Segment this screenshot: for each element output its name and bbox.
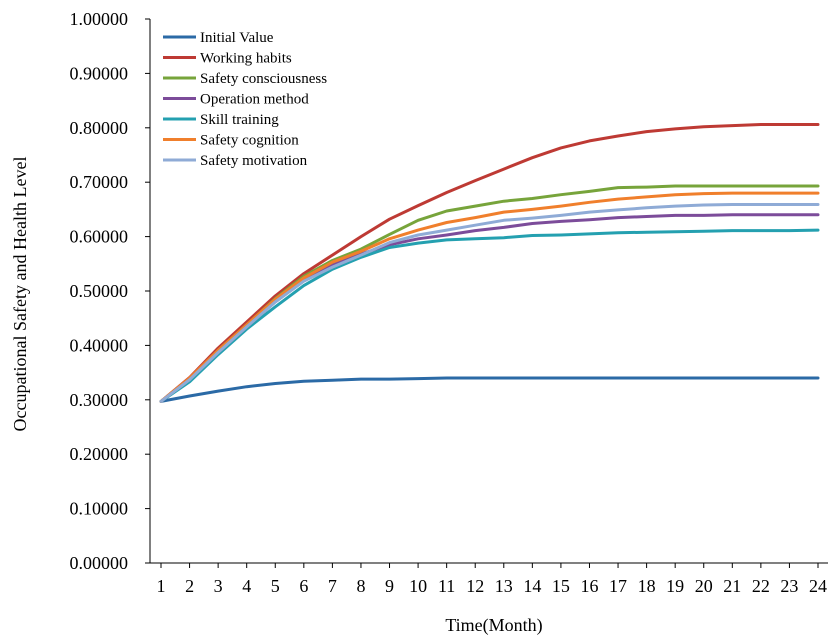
- x-tick-label: 16: [580, 576, 598, 596]
- series-line-safety-motivation: [159, 203, 820, 403]
- legend-label: Safety consciousness: [200, 71, 327, 87]
- x-tick-label: 22: [752, 576, 770, 596]
- series-line-safety-consciousness: [159, 184, 820, 403]
- x-tick-label: 7: [328, 576, 337, 596]
- x-tick-label: 19: [666, 576, 684, 596]
- legend-label: Operation method: [200, 92, 309, 108]
- y-tick-label: 0.50000: [70, 281, 129, 301]
- x-tick-label: 1: [157, 576, 166, 596]
- y-tick-label: 0.60000: [70, 227, 129, 247]
- x-axis-title: Time(Month): [445, 615, 542, 636]
- x-tick-label: 8: [356, 576, 365, 596]
- x-tick-label: 15: [552, 576, 570, 596]
- plot-area: 0.00000 0.10000 0.20000 0.30000 0.40000 0.500…: [70, 9, 828, 596]
- y-tick-label: 0.30000: [70, 390, 129, 410]
- x-tick-label: 11: [438, 576, 455, 596]
- y-tick-label: 0.00000: [70, 553, 129, 573]
- x-tick-label: 5: [271, 576, 280, 596]
- legend-label: Skill training: [200, 112, 279, 128]
- y-tick-label: 1.00000: [70, 9, 129, 29]
- series-lines: [159, 123, 820, 403]
- x-tick-label: 2: [185, 576, 194, 596]
- x-axis-ticks: 1 2 3 4 5 6 7 8 9 10 11 12 13 14 15 16 17 18 19 20 21 22 23 24: [157, 563, 827, 596]
- x-tick-label: 4: [242, 576, 251, 596]
- y-tick-label: 0.90000: [70, 63, 129, 83]
- y-axis-ticks: 0.00000 0.10000 0.20000 0.30000 0.40000 0.500…: [70, 9, 150, 573]
- x-tick-label: 20: [695, 576, 713, 596]
- x-tick-label: 10: [409, 576, 427, 596]
- x-tick-label: 21: [723, 576, 741, 596]
- y-tick-label: 0.10000: [70, 499, 129, 519]
- legend-label: Working habits: [200, 51, 292, 67]
- legend: Initial Value Working habits Safety consci…: [163, 30, 327, 169]
- x-tick-label: 13: [495, 576, 513, 596]
- y-tick-label: 0.80000: [70, 118, 129, 138]
- x-tick-label: 9: [385, 576, 394, 596]
- x-tick-label: 18: [638, 576, 656, 596]
- legend-label: Safety cognition: [200, 133, 299, 149]
- legend-label: Safety motivation: [200, 153, 308, 169]
- series-line-skill-training: [159, 228, 820, 403]
- x-tick-label: 3: [214, 576, 223, 596]
- y-tick-label: 0.40000: [70, 335, 129, 355]
- series-line-safety-cognition: [159, 191, 820, 403]
- x-tick-label: 12: [466, 576, 484, 596]
- legend-label: Initial Value: [200, 30, 274, 46]
- series-line-working-habits: [159, 123, 820, 403]
- y-tick-label: 0.20000: [70, 444, 129, 464]
- x-tick-label: 23: [780, 576, 798, 596]
- series-line-operation-method: [159, 213, 820, 403]
- x-tick-label: 24: [809, 576, 827, 596]
- y-tick-label: 0.70000: [70, 172, 129, 192]
- x-tick-label: 17: [609, 576, 627, 596]
- y-axis-title: Occupational Safety and Health Level: [10, 157, 30, 432]
- series-line-initial-value: [159, 376, 820, 403]
- x-tick-label: 6: [299, 576, 308, 596]
- x-tick-label: 14: [523, 576, 541, 596]
